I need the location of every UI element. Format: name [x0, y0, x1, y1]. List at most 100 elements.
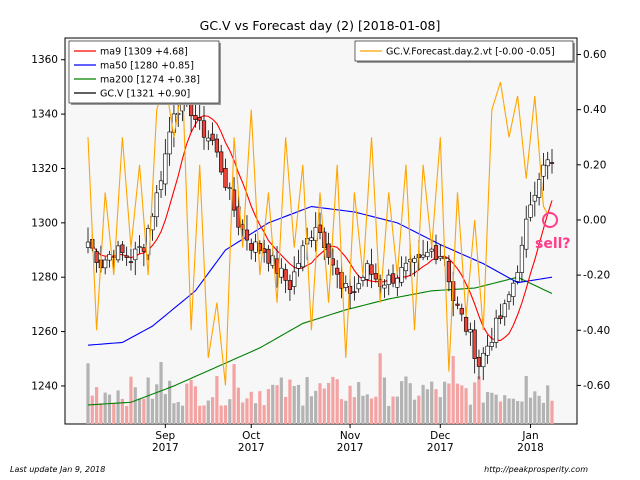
volume-bar	[352, 397, 356, 424]
volume-bar	[447, 383, 451, 424]
volume-bar	[262, 405, 266, 424]
candle	[532, 181, 537, 217]
candle-body	[326, 243, 331, 258]
volume-bar	[99, 403, 103, 424]
candle	[438, 244, 443, 262]
candle-body	[266, 248, 271, 264]
volume-bar	[219, 405, 223, 424]
candle-body	[463, 316, 469, 332]
candle-body	[485, 345, 490, 356]
volume-bar	[537, 395, 541, 424]
candle-body	[382, 284, 387, 289]
candle	[468, 322, 473, 346]
candle-body	[459, 308, 464, 315]
candle-body	[120, 244, 125, 253]
volume-bar	[528, 397, 533, 424]
candle-body	[541, 164, 546, 177]
candle-body	[279, 267, 284, 278]
candle-body	[506, 294, 512, 302]
volume-bar	[146, 377, 150, 424]
volume-bar	[223, 405, 228, 424]
volume-bar	[206, 400, 210, 424]
volume-bar	[314, 390, 318, 424]
candle-body	[141, 247, 146, 252]
candle	[249, 238, 254, 260]
volume-bar	[503, 395, 507, 424]
candle-body	[373, 273, 378, 280]
candle-body	[210, 133, 215, 141]
candle-body	[532, 194, 537, 202]
volume-bar	[365, 394, 369, 424]
candle	[309, 230, 314, 248]
candle-body	[317, 224, 323, 234]
candle-body	[446, 261, 451, 283]
right-tick-label: -0.20	[583, 270, 610, 282]
volume-bar	[116, 390, 120, 424]
volume-bar	[107, 394, 112, 424]
x-tick-label: Oct	[242, 430, 260, 442]
volume-bar	[266, 389, 271, 424]
candle-body	[107, 254, 112, 261]
candle-body	[519, 244, 525, 273]
candle	[519, 236, 525, 283]
candle	[279, 258, 284, 284]
candle-body	[253, 241, 258, 253]
volume-bar	[210, 397, 215, 424]
candle-body	[223, 168, 228, 188]
candle	[455, 296, 460, 310]
axes: 1240 1260 1280 1300 1320 1340 1360 -0.60 -0.40 -0…	[31, 49, 610, 454]
candle	[137, 235, 142, 254]
legend-left-label: ma9 [1309 +4.68]	[100, 47, 188, 58]
candle-body	[369, 264, 374, 275]
volume-bar	[86, 363, 90, 424]
candle	[433, 234, 439, 265]
candle-body	[498, 315, 503, 319]
candle	[201, 106, 207, 150]
volume-bar	[125, 405, 129, 424]
candle-body	[356, 283, 361, 290]
candle-body	[124, 255, 129, 258]
candle-body	[403, 262, 409, 272]
ma50-line	[87, 205, 553, 346]
volume-bar	[511, 398, 515, 424]
volume-bar	[348, 385, 352, 424]
volume-bar	[339, 399, 344, 424]
candle-body	[115, 245, 121, 261]
volume-bar	[485, 391, 490, 424]
candle-body	[481, 352, 486, 368]
volume-bar	[344, 400, 348, 424]
volume-bar	[382, 377, 387, 424]
volume-bar	[417, 395, 421, 424]
candle	[193, 103, 198, 128]
legend-left-label: GC.V [1321 +0.90]	[100, 89, 190, 100]
volume-bar	[241, 402, 245, 424]
candle-body	[193, 115, 198, 120]
candle-body	[128, 261, 134, 263]
volume-bar	[137, 398, 142, 424]
volume-bar	[434, 389, 438, 424]
volume-bar	[442, 381, 447, 424]
candle	[390, 264, 396, 288]
chart-title: GC.V vs Forecast day (2) [2018-01-08]	[200, 18, 441, 33]
candle	[356, 274, 361, 293]
volume-bar	[133, 387, 137, 424]
volume-bar	[168, 380, 172, 424]
candle-body	[476, 356, 482, 367]
volume-bar	[318, 383, 322, 424]
candle-body	[399, 267, 404, 283]
source-url[interactable]: http://peakprosperity.com	[484, 465, 588, 474]
candle-body	[270, 255, 275, 266]
volume-bar	[395, 396, 399, 424]
x-tick-label: 2018	[517, 442, 544, 454]
volume-bar	[477, 376, 481, 424]
volume-bar	[468, 404, 472, 424]
candle	[459, 303, 464, 322]
volume-bar	[507, 398, 511, 424]
volume-bar	[202, 405, 206, 424]
volume-bar	[357, 382, 361, 424]
candle	[158, 170, 164, 198]
candle-body	[287, 280, 293, 290]
candle-body	[176, 112, 181, 115]
candle-body	[386, 274, 391, 285]
candle	[335, 260, 340, 289]
